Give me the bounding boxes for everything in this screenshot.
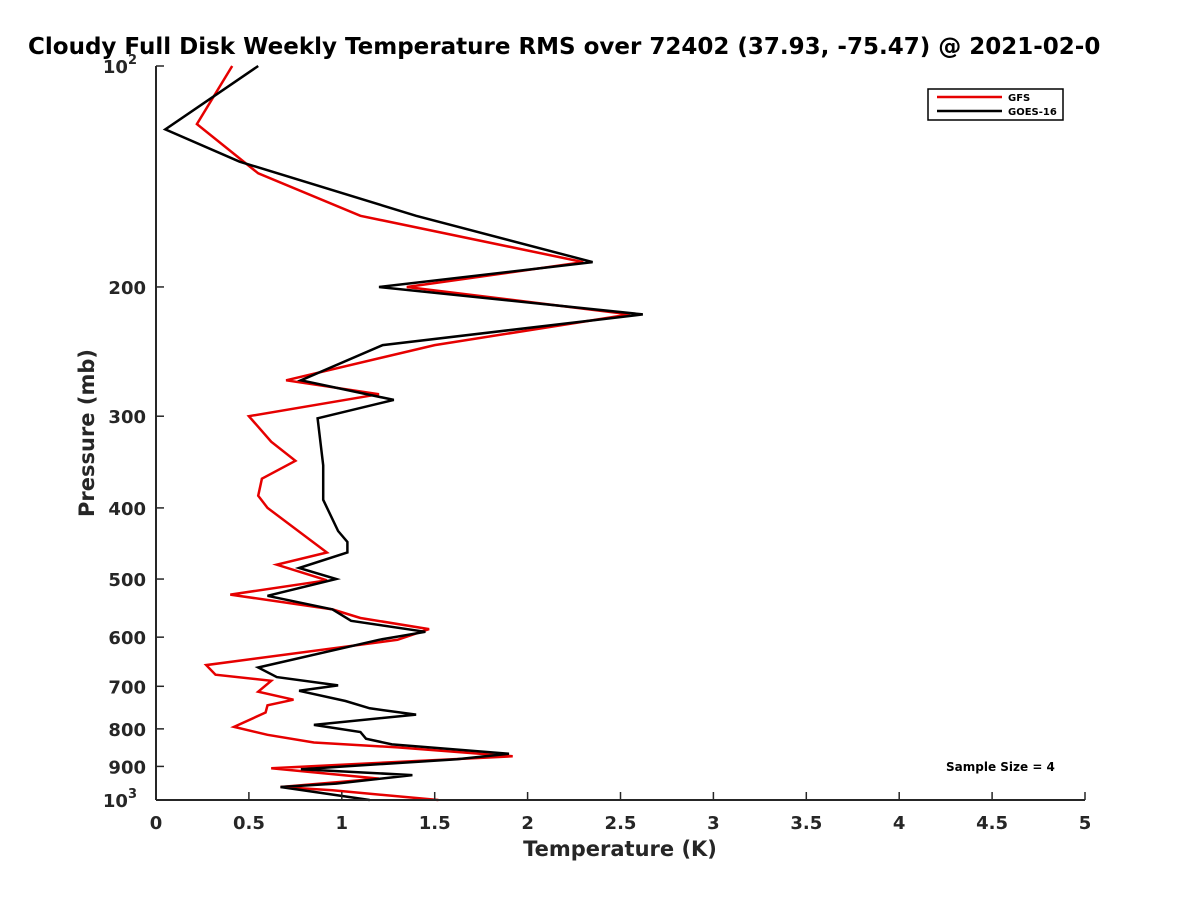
x-tick-label: 3 [707,813,720,834]
x-tick-label: 2 [521,813,534,834]
x-tick-label: 4.5 [976,813,1008,834]
x-tick-label: 1 [336,813,349,834]
series-layer [162,64,643,802]
y-tick-label: 400 [108,499,146,520]
x-ticks: 0 0.5 1 1.5 2 2.5 3 3.5 4 4.5 5 [150,792,1092,834]
y-tick-label: 300 [108,407,146,428]
chart-title: Cloudy Full Disk Weekly Temperature RMS … [28,34,1100,60]
y-tick-label: 200 [108,278,146,299]
y-tick-label-exponent: 2 [128,53,137,68]
legend: GFS GOES-16 [927,88,1064,121]
x-tick-label: 3.5 [790,813,822,834]
y-tick-label: 900 [108,757,146,778]
x-tick-label: 2.5 [605,813,637,834]
y-tick-label-base: 10 [103,57,128,78]
legend-label-gfs: GFS [1008,93,1030,104]
y-tick-label: 700 [108,677,146,698]
y-tick-label-base: 10 [103,791,128,812]
y-tick-label: 800 [108,720,146,741]
y-tick-label: 500 [108,570,146,591]
y-tick-label: 102 [103,53,137,78]
x-axis-label: Temperature (K) [523,837,717,861]
series-line-1 [162,64,643,802]
x-tick-label: 0 [150,813,163,834]
y-axis-label: Pressure (mb) [75,349,99,517]
x-tick-label: 5 [1079,813,1092,834]
y-tick-label: 103 [103,787,137,812]
sample-size-annotation: Sample Size = 4 [946,760,1055,774]
series-line-0 [195,65,630,802]
y-tick-label-exponent: 3 [128,787,137,802]
x-tick-label: 0.5 [233,813,265,834]
y-tick-label: 600 [108,628,146,649]
legend-box [927,88,1064,121]
x-tick-label: 4 [893,813,906,834]
x-tick-label: 1.5 [419,813,451,834]
legend-label-goes16: GOES-16 [1008,107,1057,118]
